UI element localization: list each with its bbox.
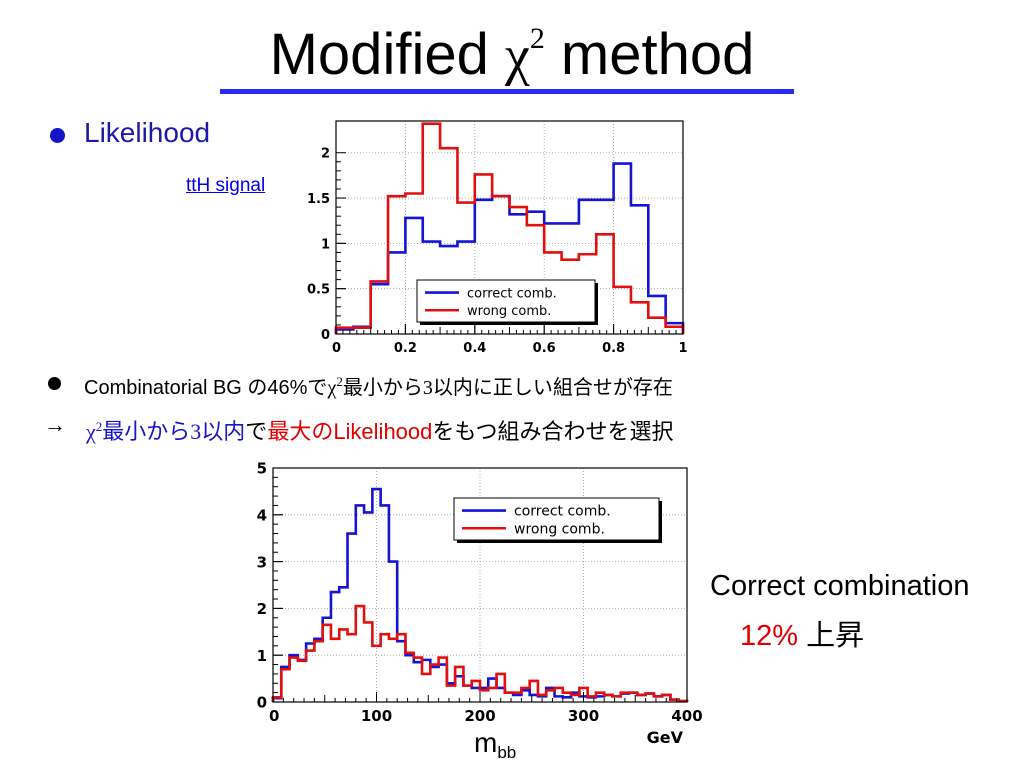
y-tick-label: 2 <box>257 600 267 618</box>
bullet-dot <box>48 377 61 390</box>
tth-signal-link[interactable]: ttH signal <box>186 175 266 196</box>
y-tick-label: 4 <box>257 507 267 525</box>
legend-wrong-label: wrong comb. <box>514 521 605 537</box>
y-tick-label: 1 <box>321 237 330 252</box>
y-tick-label: 2 <box>321 147 330 162</box>
legend-box <box>416 279 596 323</box>
bullet-combinatorial: Combinatorial BG の46%でχ2最小から3以内に正しい組合せが存… <box>84 374 673 399</box>
title-underline <box>220 89 794 94</box>
y-tick-label: 5 <box>257 460 267 478</box>
x-tick-label: 0.2 <box>394 341 417 356</box>
x-tick-label: 0.8 <box>602 341 625 356</box>
title-pre: Modified <box>269 22 505 87</box>
x-tick-label: 400 <box>671 707 702 725</box>
legend-wrong-label: wrong comb. <box>467 304 551 319</box>
x-tick-label: 0.6 <box>533 341 556 356</box>
series-wrong-line <box>271 604 689 703</box>
y-tick-label: 0 <box>321 328 330 343</box>
x-tick-label: 100 <box>361 707 392 725</box>
bullet-likelihood: Likelihood <box>84 117 211 148</box>
x-tick-label: 300 <box>568 707 599 725</box>
correct-combination-increase: 12% 上昇 <box>740 620 865 652</box>
x-tick-label: 0.4 <box>463 341 486 356</box>
x-tick-label: 200 <box>464 707 495 725</box>
series-wrong-line <box>334 122 685 334</box>
x-tick-label: 0 <box>269 707 279 725</box>
legend-correct-label: correct comb. <box>467 286 557 301</box>
y-tick-label: 1 <box>257 647 267 665</box>
y-tick-label: 3 <box>257 553 267 571</box>
y-tick-label: 0.5 <box>307 283 330 298</box>
x-tick-label: 1 <box>678 341 687 356</box>
legend-box <box>453 497 660 541</box>
x-tick-label: 0 <box>332 341 341 356</box>
bullet-dot <box>50 128 65 143</box>
slide-title: Modified χ2 method <box>0 22 1024 89</box>
mbb-axis-label: mbb <box>474 727 517 762</box>
x-axis-title: GeV <box>647 728 684 747</box>
legend-correct-label: correct comb. <box>514 504 611 520</box>
y-tick-label: 0 <box>257 694 267 712</box>
title-chi: χ2 <box>504 22 545 88</box>
y-tick-label: 1.5 <box>307 192 330 207</box>
correct-combination-label: Correct combination <box>710 570 970 602</box>
arrow-icon: → <box>44 412 66 437</box>
bullet-selection: χ2最小から3以内で最大のLikelihoodをもつ組み合わせを選択 <box>86 419 674 444</box>
title-post: method <box>544 22 755 87</box>
